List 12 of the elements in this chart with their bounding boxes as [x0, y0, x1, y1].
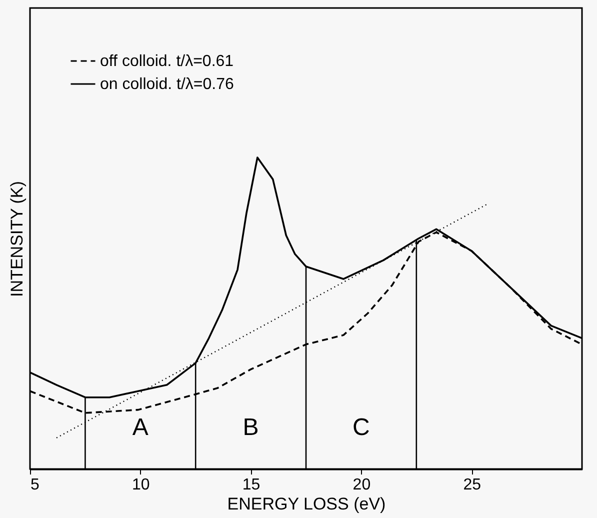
annotation: A [132, 414, 148, 441]
legend-label: on colloid. t/λ=0.76 [100, 76, 234, 93]
x-tick-label: 15 [242, 476, 260, 494]
y-axis-title: INTENSITY (K) [8, 181, 26, 297]
annotation: C [352, 414, 370, 441]
x-tick-label: 10 [132, 476, 150, 494]
x-tick-label: 25 [463, 476, 482, 494]
annotation: B [242, 414, 259, 441]
x-axis-title: ENERGY LOSS (eV) [227, 494, 386, 514]
x-tick-label: 5 [30, 476, 40, 494]
legend-label: off colloid. t/λ=0.61 [100, 53, 234, 70]
x-tick-label: 20 [352, 476, 371, 494]
